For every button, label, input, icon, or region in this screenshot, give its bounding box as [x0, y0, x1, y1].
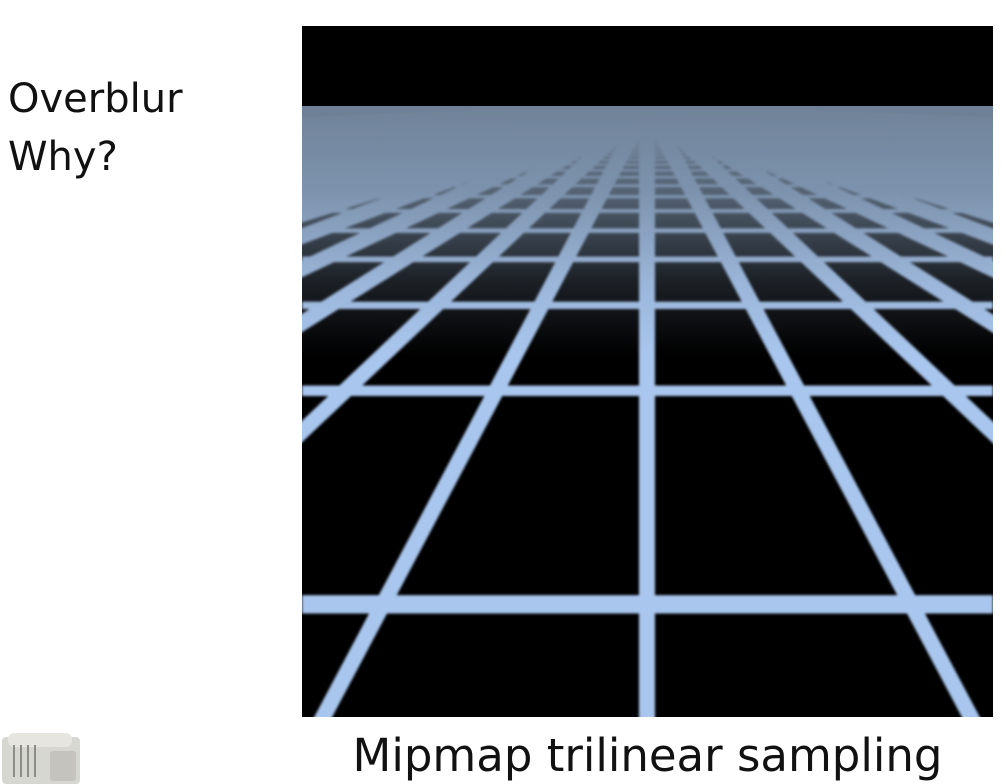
grid-line-horizontal: [302, 595, 993, 614]
slide-title: Overblur: [8, 76, 183, 122]
horizon-haze: [302, 106, 993, 356]
grid-line-horizontal: [302, 385, 993, 396]
render-image: [302, 26, 993, 717]
textured-plane-render: [302, 26, 993, 717]
figure-caption: Mipmap trilinear sampling: [352, 729, 943, 782]
sky: [302, 26, 993, 106]
presenter-video-thumbnail: [0, 727, 84, 784]
slide-text: Overblur Why?: [8, 70, 183, 186]
slide-question: Why?: [8, 134, 118, 180]
